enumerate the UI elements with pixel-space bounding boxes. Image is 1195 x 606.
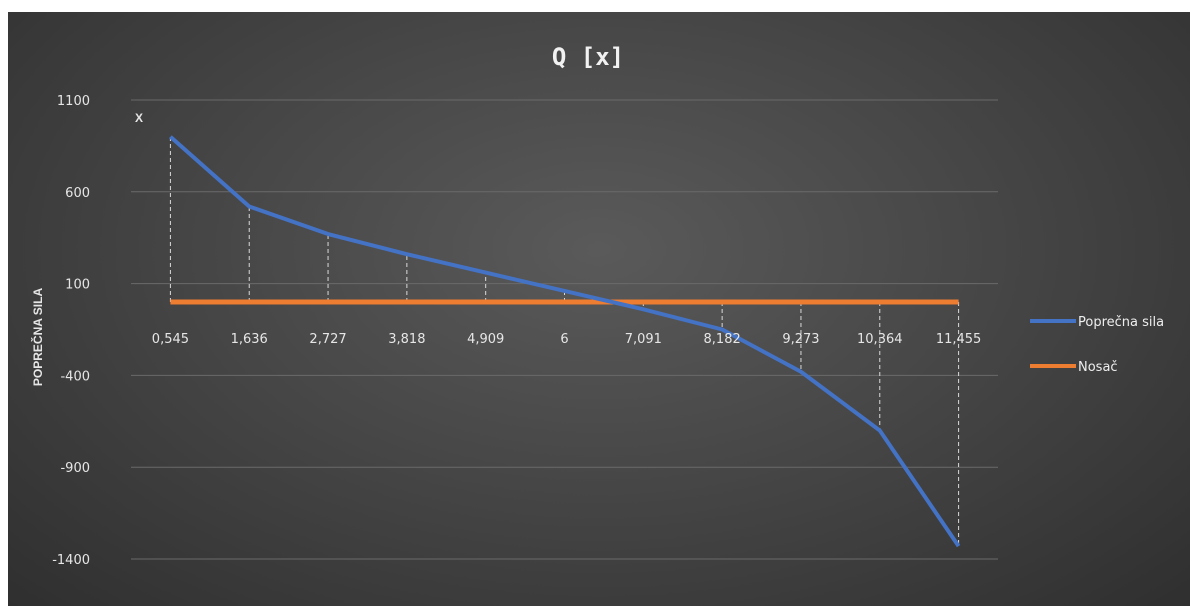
x-tick-label: 1,636 (231, 332, 268, 347)
series-line-poprecna-sila (169, 135, 961, 548)
x-tick-label: 4,909 (467, 332, 504, 347)
y-tick-label: -1400 (52, 553, 90, 568)
x-tick-label: 10,364 (857, 332, 903, 347)
y-tick-label: -900 (60, 461, 90, 476)
gridlines (131, 99, 998, 560)
series-lines (169, 135, 961, 548)
x-tick-label: 2,727 (309, 332, 346, 347)
x-tick-label: 3,818 (388, 332, 425, 347)
chart-title: Q [x] (552, 43, 624, 71)
x-tick-label: 6 (560, 332, 568, 347)
x-tick-label: 7,091 (625, 332, 662, 347)
legend-label: Nosač (1078, 360, 1118, 375)
x-tick-label: 11,455 (936, 332, 982, 347)
y-tick-label: 600 (65, 186, 90, 201)
y-axis-ticks: 1100 600 100 -400 -900 -1400 (52, 94, 90, 568)
x-axis-ticks: 0,545 1,636 2,727 3,818 4,909 6 7,091 8,182 9,27… (152, 332, 982, 347)
y-tick-label: -400 (60, 369, 90, 384)
y-tick-label: 100 (65, 278, 90, 293)
x-tick-label: 9,273 (782, 332, 819, 347)
y-tick-label: 1100 (57, 94, 90, 109)
legend: Poprečna sila Nosač (1030, 315, 1164, 375)
line-chart: 1100 600 100 -400 -900 -1400 0,545 1,636 2,727 3… (30, 43, 1164, 568)
y-axis-label: POPREČNA SILA (30, 288, 45, 387)
legend-label: Poprečna sila (1078, 315, 1164, 330)
chart-area: 1100 600 100 -400 -900 -1400 0,545 1,636 2,727 3… (8, 12, 1190, 606)
x-axis-label: X (135, 111, 143, 125)
drop-lines (169, 136, 960, 547)
x-tick-label: 8,182 (704, 332, 741, 347)
x-tick-label: 0,545 (152, 332, 189, 347)
